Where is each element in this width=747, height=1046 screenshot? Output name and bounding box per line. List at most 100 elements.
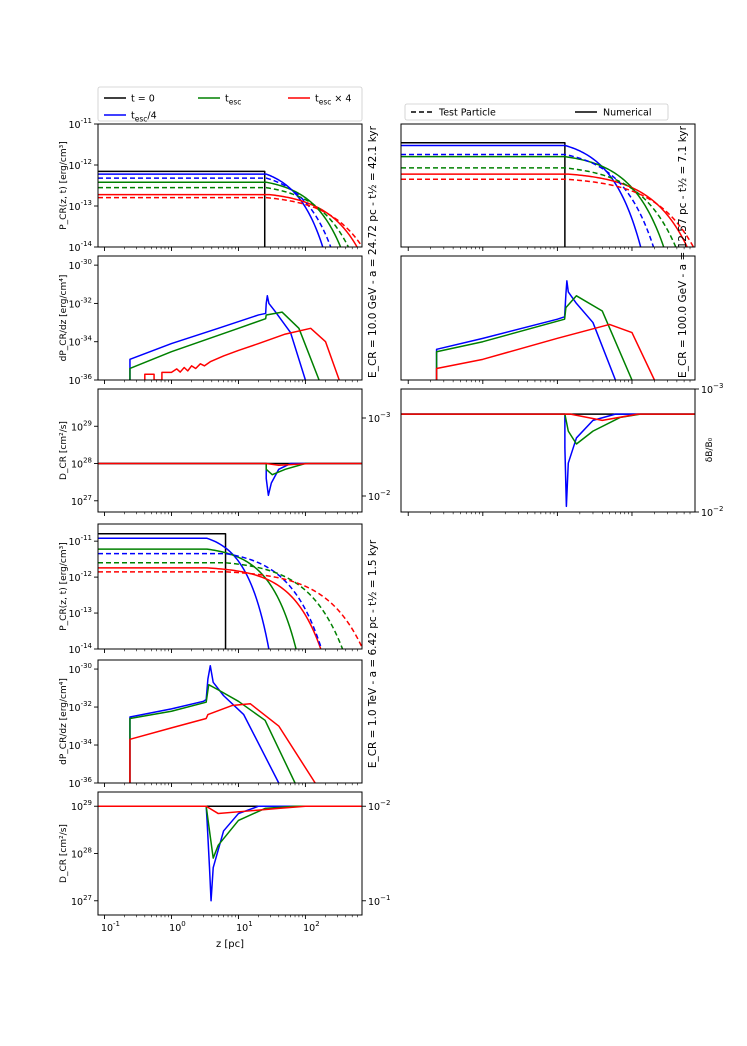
axes-frame xyxy=(400,255,696,381)
y2-tick-label: 10−2 xyxy=(701,505,723,519)
legend-label: tesc × 4 xyxy=(315,94,351,107)
series-line-2 xyxy=(98,548,297,649)
x-tick-label: 100 xyxy=(169,920,186,934)
legend-label-dashed: Test Particle xyxy=(438,108,496,119)
y-tick-label: 10-13 xyxy=(68,199,92,213)
x-tick-label: 102 xyxy=(303,920,320,934)
series-line-4 xyxy=(98,552,323,649)
y-tick-label: 10-30 xyxy=(68,258,92,272)
series-line-6 xyxy=(98,571,362,649)
series-line-0 xyxy=(129,295,307,380)
y-tick-label: 1028 xyxy=(71,847,92,861)
y-tick-label: 10-30 xyxy=(68,662,92,676)
axes-frame xyxy=(400,123,696,248)
series-group xyxy=(129,295,340,380)
panel-p10: 10-11 10-12 10-13 10-14 P_CR(z, t) [erg/cm³] xyxy=(59,117,363,254)
y-tick-label: 10-36 xyxy=(68,776,92,790)
panel-p1000: 10-11 10-12 10-13 10-14 P_CR(z, t) [erg/cm³] xyxy=(59,523,363,656)
series-line-0 xyxy=(98,533,227,649)
y2-tick-label: 10−3 xyxy=(368,411,390,425)
legend-frame xyxy=(404,103,669,121)
y-tick-label: 1027 xyxy=(71,894,92,908)
y-axis-label: dP_CR/dz [erg/cm⁴] xyxy=(59,275,69,362)
series-line-1 xyxy=(435,295,633,380)
series-line-6 xyxy=(401,178,695,247)
legend-frame xyxy=(97,86,363,122)
y-axis-label: dP_CR/dz [erg/cm⁴] xyxy=(59,678,69,765)
group-label-100gev: E_CR = 100.0 GeV - a = 12.57 pc - t½ = 7… xyxy=(677,125,689,378)
y2-tick-label: 10−3 xyxy=(701,382,723,396)
y-tick-label: 10-12 xyxy=(68,570,92,584)
y-tick-label: 10-12 xyxy=(68,158,92,172)
axes-frame xyxy=(97,791,363,916)
series-line-0 xyxy=(435,280,617,380)
y-axis-label: P_CR(z, t) [erg/cm³] xyxy=(59,542,69,631)
x-axis-label: z [pc] xyxy=(216,939,244,950)
series-line-3 xyxy=(98,193,358,247)
axes-frame xyxy=(97,123,363,248)
y-tick-label: 1028 xyxy=(71,457,92,471)
group-label-1tev: E_CR = 1.0 TeV - a = 6.42 pc - t½ = 1.5 … xyxy=(367,539,379,768)
y-tick-label: 10-32 xyxy=(68,700,92,714)
legend-label-solid: Numerical xyxy=(603,108,651,119)
y-axis-label: D_CR [cm²/s] xyxy=(59,421,69,480)
series-line-3 xyxy=(401,413,695,422)
series-line-1 xyxy=(129,311,320,380)
series-line-1 xyxy=(98,805,362,902)
series-line-5 xyxy=(98,186,350,247)
x-tick-label: 10-1 xyxy=(101,920,120,934)
panel-d100: 10−3 10−2 xyxy=(400,382,723,519)
y2-tick-label: 10−1 xyxy=(368,894,390,908)
series-line-5 xyxy=(98,562,344,649)
axes-frame xyxy=(97,255,363,381)
series-line-2 xyxy=(98,805,362,859)
series-line-3 xyxy=(401,173,688,247)
legend-label: t = 0 xyxy=(131,94,155,105)
y-tick-label: 10-32 xyxy=(68,296,92,310)
y-tick-label: 10-34 xyxy=(68,335,92,349)
group-label-10gev: E_CR = 10.0 GeV - a = 24.72 pc - t½ = 42… xyxy=(367,125,379,378)
y-tick-label: 10-11 xyxy=(68,534,92,548)
series-line-2 xyxy=(401,413,695,445)
legend-label: tesc xyxy=(225,94,241,107)
series-line-6 xyxy=(98,196,362,247)
x-tick-label: 101 xyxy=(236,920,253,934)
series-group xyxy=(98,170,362,247)
axes-frame xyxy=(97,659,363,784)
y-tick-label: 1029 xyxy=(71,799,92,813)
series-line-3 xyxy=(98,805,362,815)
series-group xyxy=(401,141,695,247)
y-tick-label: 10-34 xyxy=(68,738,92,752)
y-tick-label: 1029 xyxy=(71,419,92,433)
series-line-0 xyxy=(401,141,566,247)
y2-tick-label: 10−2 xyxy=(368,799,390,813)
panel-d10: 1029 1028 1027 D_CR [cm²/s] 10−3 10−2 xyxy=(59,388,390,516)
series-group xyxy=(401,413,695,508)
y-tick-label: 1027 xyxy=(71,494,92,508)
y-tick-label: 10-11 xyxy=(68,117,92,131)
series-line-1 xyxy=(401,144,642,247)
panel-d1000: 10-1 100 101 102 1029 1028 1027 10−2 10−1 D_CR [c… xyxy=(59,791,390,934)
series-group xyxy=(435,280,656,380)
y2-tick-label: 10−2 xyxy=(368,489,390,503)
series-line-3 xyxy=(98,462,362,466)
panel-dp1000: 10-30 10-32 10-34 10-36 dP_CR/dz [erg/cm⁴] xyxy=(59,659,363,790)
axes-frame xyxy=(97,523,363,650)
legend-label: tesc/4 xyxy=(131,111,157,124)
series-line-1 xyxy=(129,683,296,783)
series-line-1 xyxy=(401,413,695,508)
y2-axis-label: δB/B₀ xyxy=(705,437,715,462)
legend-style: Test Particle Numerical xyxy=(404,103,669,121)
series-line-2 xyxy=(144,327,340,380)
legend-top: t = 0 tesc tesc × 4 tesc/4 xyxy=(97,86,363,124)
series-line-1 xyxy=(98,173,324,247)
panel-dp10: 10-30 10-32 10-34 10-36 dP_CR/dz [erg/cm⁴] xyxy=(59,255,363,387)
y-tick-label: 10-14 xyxy=(68,240,92,254)
series-line-2 xyxy=(98,462,362,476)
panel-dp100 xyxy=(400,255,696,384)
y-tick-label: 10-14 xyxy=(68,642,92,656)
series-line-4 xyxy=(401,153,655,247)
axes-frame xyxy=(400,388,696,513)
series-line-0 xyxy=(129,664,280,783)
